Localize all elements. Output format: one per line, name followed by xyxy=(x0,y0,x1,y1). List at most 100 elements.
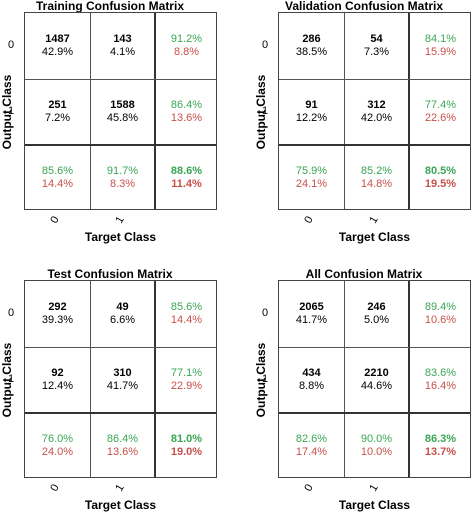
error-rate: 13.6% xyxy=(170,112,203,124)
grid-line xyxy=(154,13,156,209)
y-tick-label: 0 xyxy=(8,39,15,51)
confusion-matrix-panel: All Confusion Matrix 2065 41.7% 246 5.0% 434 8… xyxy=(254,267,474,518)
x-axis-label: Target Class xyxy=(338,498,411,512)
column-summary-cell: 90.0% 10.0% xyxy=(344,413,409,479)
correct-rate: 76.0% xyxy=(41,433,74,445)
grid-line xyxy=(408,281,410,477)
column-summary-cell: 85.2% 14.8% xyxy=(344,145,409,211)
column-summary-cell: 85.6% 14.4% xyxy=(25,145,90,211)
cell-count: 292 xyxy=(48,301,67,313)
cell-count: 312 xyxy=(367,99,386,111)
cell-percent: 42.9% xyxy=(41,46,74,58)
grid-line xyxy=(25,412,216,414)
y-axis-label: Output Class xyxy=(0,74,14,150)
row-summary-cell: 91.2% 8.8% xyxy=(155,13,218,79)
matrix-cell: 143 4.1% xyxy=(90,13,155,79)
x-tick-label: 0 xyxy=(48,214,62,226)
correct-rate: 86.4% xyxy=(170,99,203,111)
y-axis-label: Output Class xyxy=(0,342,14,418)
matrix-cell: 434 8.8% xyxy=(279,347,344,413)
cell-percent: 39.3% xyxy=(41,314,74,326)
chart-title: Training Confusion Matrix xyxy=(35,0,184,13)
matrix-cell: 312 42.0% xyxy=(344,79,409,145)
matrix-cell: 2210 44.6% xyxy=(344,347,409,413)
matrix-cell: 91 12.2% xyxy=(279,79,344,145)
row-summary-cell: 77.4% 22.6% xyxy=(409,79,472,145)
correct-rate: 91.7% xyxy=(106,165,139,177)
cell-count: 2210 xyxy=(364,367,389,379)
cell-count: 1588 xyxy=(110,99,135,111)
x-axis-label: Target Class xyxy=(84,498,157,512)
confusion-matrix-panel: Training Confusion Matrix 1487 42.9% 143 4.1… xyxy=(0,0,220,250)
overall-error-rate: 19.5% xyxy=(424,178,457,190)
error-rate: 10.0% xyxy=(360,446,393,458)
cell-percent: 44.6% xyxy=(360,380,393,392)
grid-line xyxy=(25,79,216,80)
row-summary-cell: 84.1% 15.9% xyxy=(409,13,472,79)
y-axis-label: Output Class xyxy=(254,74,268,150)
grid-line xyxy=(279,347,470,348)
grid-line xyxy=(279,412,470,414)
overall-correct-rate: 80.5% xyxy=(424,165,457,177)
cell-percent: 38.5% xyxy=(295,46,328,58)
cell-count: 434 xyxy=(302,367,321,379)
correct-rate: 77.4% xyxy=(424,99,457,111)
correct-rate: 89.4% xyxy=(424,301,457,313)
error-rate: 24.0% xyxy=(41,446,74,458)
matrix-grid: 1487 42.9% 143 4.1% 251 7.2% 1588 45.8% 91.2% 8.8… xyxy=(24,12,217,210)
cell-percent: 12.4% xyxy=(41,380,74,392)
cell-percent: 41.7% xyxy=(295,314,328,326)
row-summary-cell: 83.6% 16.4% xyxy=(409,347,472,413)
column-summary-cell: 75.9% 24.1% xyxy=(279,145,344,211)
matrix-cell: 49 6.6% xyxy=(90,281,155,347)
cell-count: 49 xyxy=(116,301,129,313)
x-tick-label: 1 xyxy=(113,482,127,494)
matrix-grid: 2065 41.7% 246 5.0% 434 8.8% 2210 44.6% 89.4% 10.… xyxy=(278,280,471,478)
correct-rate: 86.4% xyxy=(106,433,139,445)
overall-accuracy-cell: 80.5% 19.5% xyxy=(409,145,472,211)
grid-line xyxy=(279,79,470,80)
correct-rate: 91.2% xyxy=(170,33,203,45)
grid-line xyxy=(344,281,345,477)
x-tick-label: 1 xyxy=(367,214,381,226)
error-rate: 10.6% xyxy=(424,314,457,326)
error-rate: 16.4% xyxy=(424,380,457,392)
cell-count: 2065 xyxy=(299,301,324,313)
matrix-grid: 286 38.5% 54 7.3% 91 12.2% 312 42.0% 84.1% 15.9% 7… xyxy=(278,12,471,210)
cell-percent: 42.0% xyxy=(360,112,393,124)
error-rate: 17.4% xyxy=(295,446,328,458)
overall-correct-rate: 86.3% xyxy=(424,433,457,445)
overall-accuracy-cell: 86.3% 13.7% xyxy=(409,413,472,479)
matrix-cell: 54 7.3% xyxy=(344,13,409,79)
cell-percent: 4.1% xyxy=(109,46,136,58)
grid-line xyxy=(344,13,345,209)
grid-line xyxy=(408,13,410,209)
cell-percent: 6.6% xyxy=(109,314,136,326)
row-summary-cell: 86.4% 13.6% xyxy=(155,79,218,145)
correct-rate: 85.6% xyxy=(41,165,74,177)
cell-percent: 45.8% xyxy=(106,112,139,124)
confusion-matrix-panel: Validation Confusion Matrix 286 38.5% 54 7.3… xyxy=(254,0,474,250)
grid-line xyxy=(279,144,470,146)
cell-count: 310 xyxy=(113,367,132,379)
matrix-cell: 286 38.5% xyxy=(279,13,344,79)
x-tick-label: 1 xyxy=(113,214,127,226)
overall-error-rate: 13.7% xyxy=(424,446,457,458)
matrix-cell: 2065 41.7% xyxy=(279,281,344,347)
matrix-cell: 251 7.2% xyxy=(25,79,90,145)
confusion-matrix-panel: Test Confusion Matrix 292 39.3% 49 6.6% 92 12.… xyxy=(0,267,220,518)
overall-correct-rate: 88.6% xyxy=(170,165,203,177)
error-rate: 15.9% xyxy=(424,46,457,58)
error-rate: 22.9% xyxy=(170,380,203,392)
overall-error-rate: 11.4% xyxy=(171,178,202,190)
correct-rate: 83.6% xyxy=(424,367,457,379)
matrix-cell: 1588 45.8% xyxy=(90,79,155,145)
column-summary-cell: 86.4% 13.6% xyxy=(90,413,155,479)
cell-percent: 7.2% xyxy=(44,112,71,124)
chart-title: Validation Confusion Matrix xyxy=(284,0,443,13)
cell-count: 246 xyxy=(367,301,386,313)
correct-rate: 85.6% xyxy=(170,301,203,313)
column-summary-cell: 76.0% 24.0% xyxy=(25,413,90,479)
overall-accuracy-cell: 88.6% 11.4% xyxy=(155,145,218,211)
